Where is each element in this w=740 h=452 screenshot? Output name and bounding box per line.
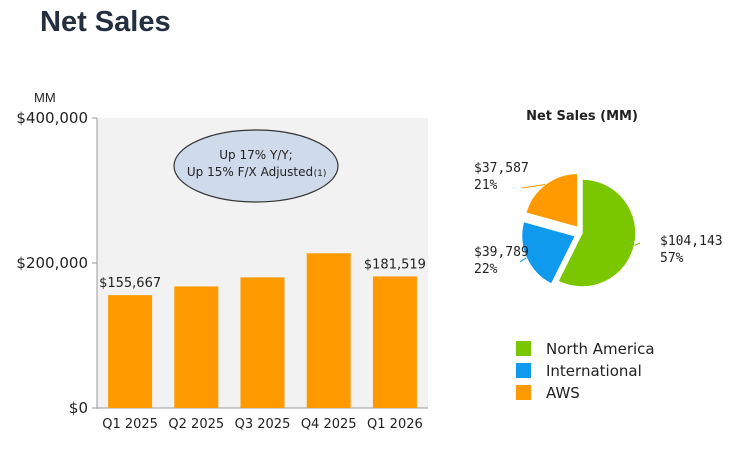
bar-chart: $0 $200,000 $400,000 Q1 2025 Q2 2025 Q3 2025… xyxy=(16,109,428,432)
bars xyxy=(108,253,417,408)
bar-q1-2026 xyxy=(372,276,417,408)
pie-slice-value-label: $37,587 xyxy=(474,161,529,176)
pie-slice-aws xyxy=(524,172,579,229)
callout-line-1: Up 17% Y/Y; xyxy=(219,148,292,162)
x-tick-label: Q3 2025 xyxy=(235,417,291,432)
pie-leader-line xyxy=(634,242,641,246)
legend-swatch xyxy=(516,363,531,378)
y-tick-label: $0 xyxy=(69,399,88,417)
bar-q4-2025 xyxy=(306,253,351,408)
bar-q2-2025 xyxy=(174,286,219,408)
x-axis-ticks: Q1 2025 Q2 2025 Q3 2025 Q4 2025 Q1 2026 xyxy=(102,417,423,432)
pie-legend: North America International AWS xyxy=(516,340,655,402)
bar-data-label: $181,519 xyxy=(364,257,426,272)
legend-label: International xyxy=(546,362,642,380)
pie-chart: Net Sales (MM) $104,143 57% $39,789 22% $37,… xyxy=(474,109,723,402)
bar-q3-2025 xyxy=(240,277,285,408)
pie-slices xyxy=(520,172,637,288)
pie-slice-value-label: $104,143 xyxy=(660,234,723,249)
bar-q1-2025 xyxy=(108,295,153,408)
legend-label: North America xyxy=(546,340,655,358)
y-axis-ticks: $0 $200,000 $400,000 xyxy=(16,109,97,417)
x-tick-label: Q4 2025 xyxy=(301,417,357,432)
callout-footnote: (1) xyxy=(314,169,327,179)
legend-swatch xyxy=(516,341,531,356)
pie-leader-line xyxy=(521,183,546,189)
x-tick-label: Q2 2025 xyxy=(168,417,224,432)
pie-leader-lines xyxy=(519,183,641,263)
callout-ellipse xyxy=(173,129,339,203)
growth-callout: Up 17% Y/Y; Up 15% F/X Adjusted (1) xyxy=(173,129,339,203)
pie-title: Net Sales (MM) xyxy=(526,109,638,124)
pie-slice-value-label: $39,789 xyxy=(474,245,529,260)
pie-slice-international xyxy=(520,220,577,286)
legend-swatch xyxy=(516,385,531,400)
y-tick-label: $400,000 xyxy=(16,109,88,127)
x-tick-label: Q1 2026 xyxy=(367,417,423,432)
pie-slice-percent-label: 21% xyxy=(474,178,498,193)
pie-slice-percent-label: 22% xyxy=(474,262,498,277)
pie-slice-labels: $104,143 57% $39,789 22% $37,587 21% xyxy=(474,161,723,277)
bar-data-labels: $155,667 $181,519 xyxy=(99,257,426,291)
callout-line-2: Up 15% F/X Adjusted xyxy=(187,165,313,179)
y-axis-unit-label: MM xyxy=(34,90,56,105)
page-title: Net Sales xyxy=(40,6,171,38)
pie-slice-percent-label: 57% xyxy=(660,251,684,266)
x-tick-label: Q1 2025 xyxy=(102,417,158,432)
bar-data-label: $155,667 xyxy=(99,276,161,291)
legend-label: AWS xyxy=(546,384,580,402)
y-tick-label: $200,000 xyxy=(16,254,88,272)
pie-leader-line xyxy=(519,257,527,263)
